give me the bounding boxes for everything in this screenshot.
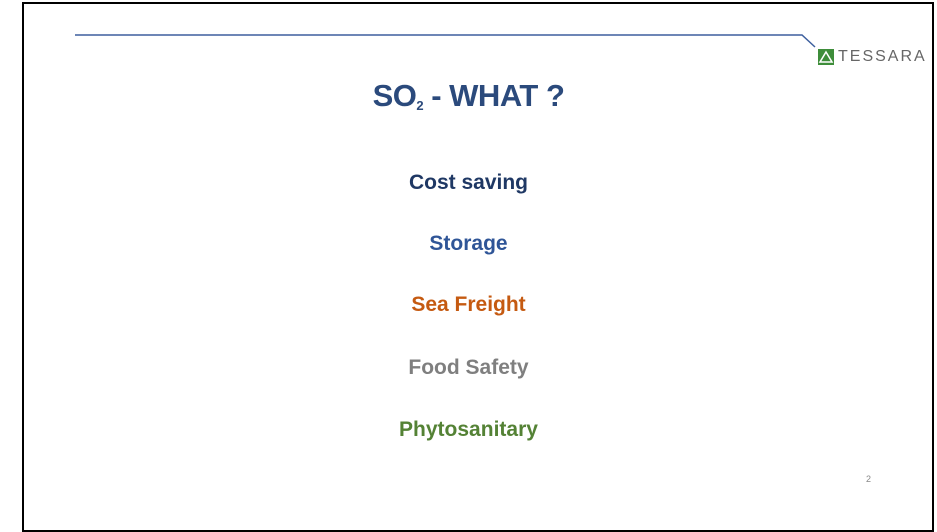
logo: TESSARA — [818, 48, 927, 66]
title-rest: - WHAT ? — [423, 78, 565, 113]
decor — [75, 34, 816, 48]
logo-text: TESSARA — [838, 48, 927, 65]
bullet-item: Cost saving — [408, 171, 529, 194]
bullet-item: Food Safety — [408, 356, 529, 379]
bullet-item: Sea Freight — [411, 293, 526, 316]
logo-icon — [818, 49, 834, 65]
title-main: SO — [372, 78, 417, 113]
header-line — [75, 34, 816, 48]
bullet-item: Phytosanitary — [399, 418, 538, 441]
slide-title: SO2 - WHAT ? — [0, 78, 937, 114]
bullet-item: Storage — [429, 232, 508, 255]
title-subscript: 2 — [416, 98, 424, 113]
page-number: 2 — [866, 474, 872, 484]
